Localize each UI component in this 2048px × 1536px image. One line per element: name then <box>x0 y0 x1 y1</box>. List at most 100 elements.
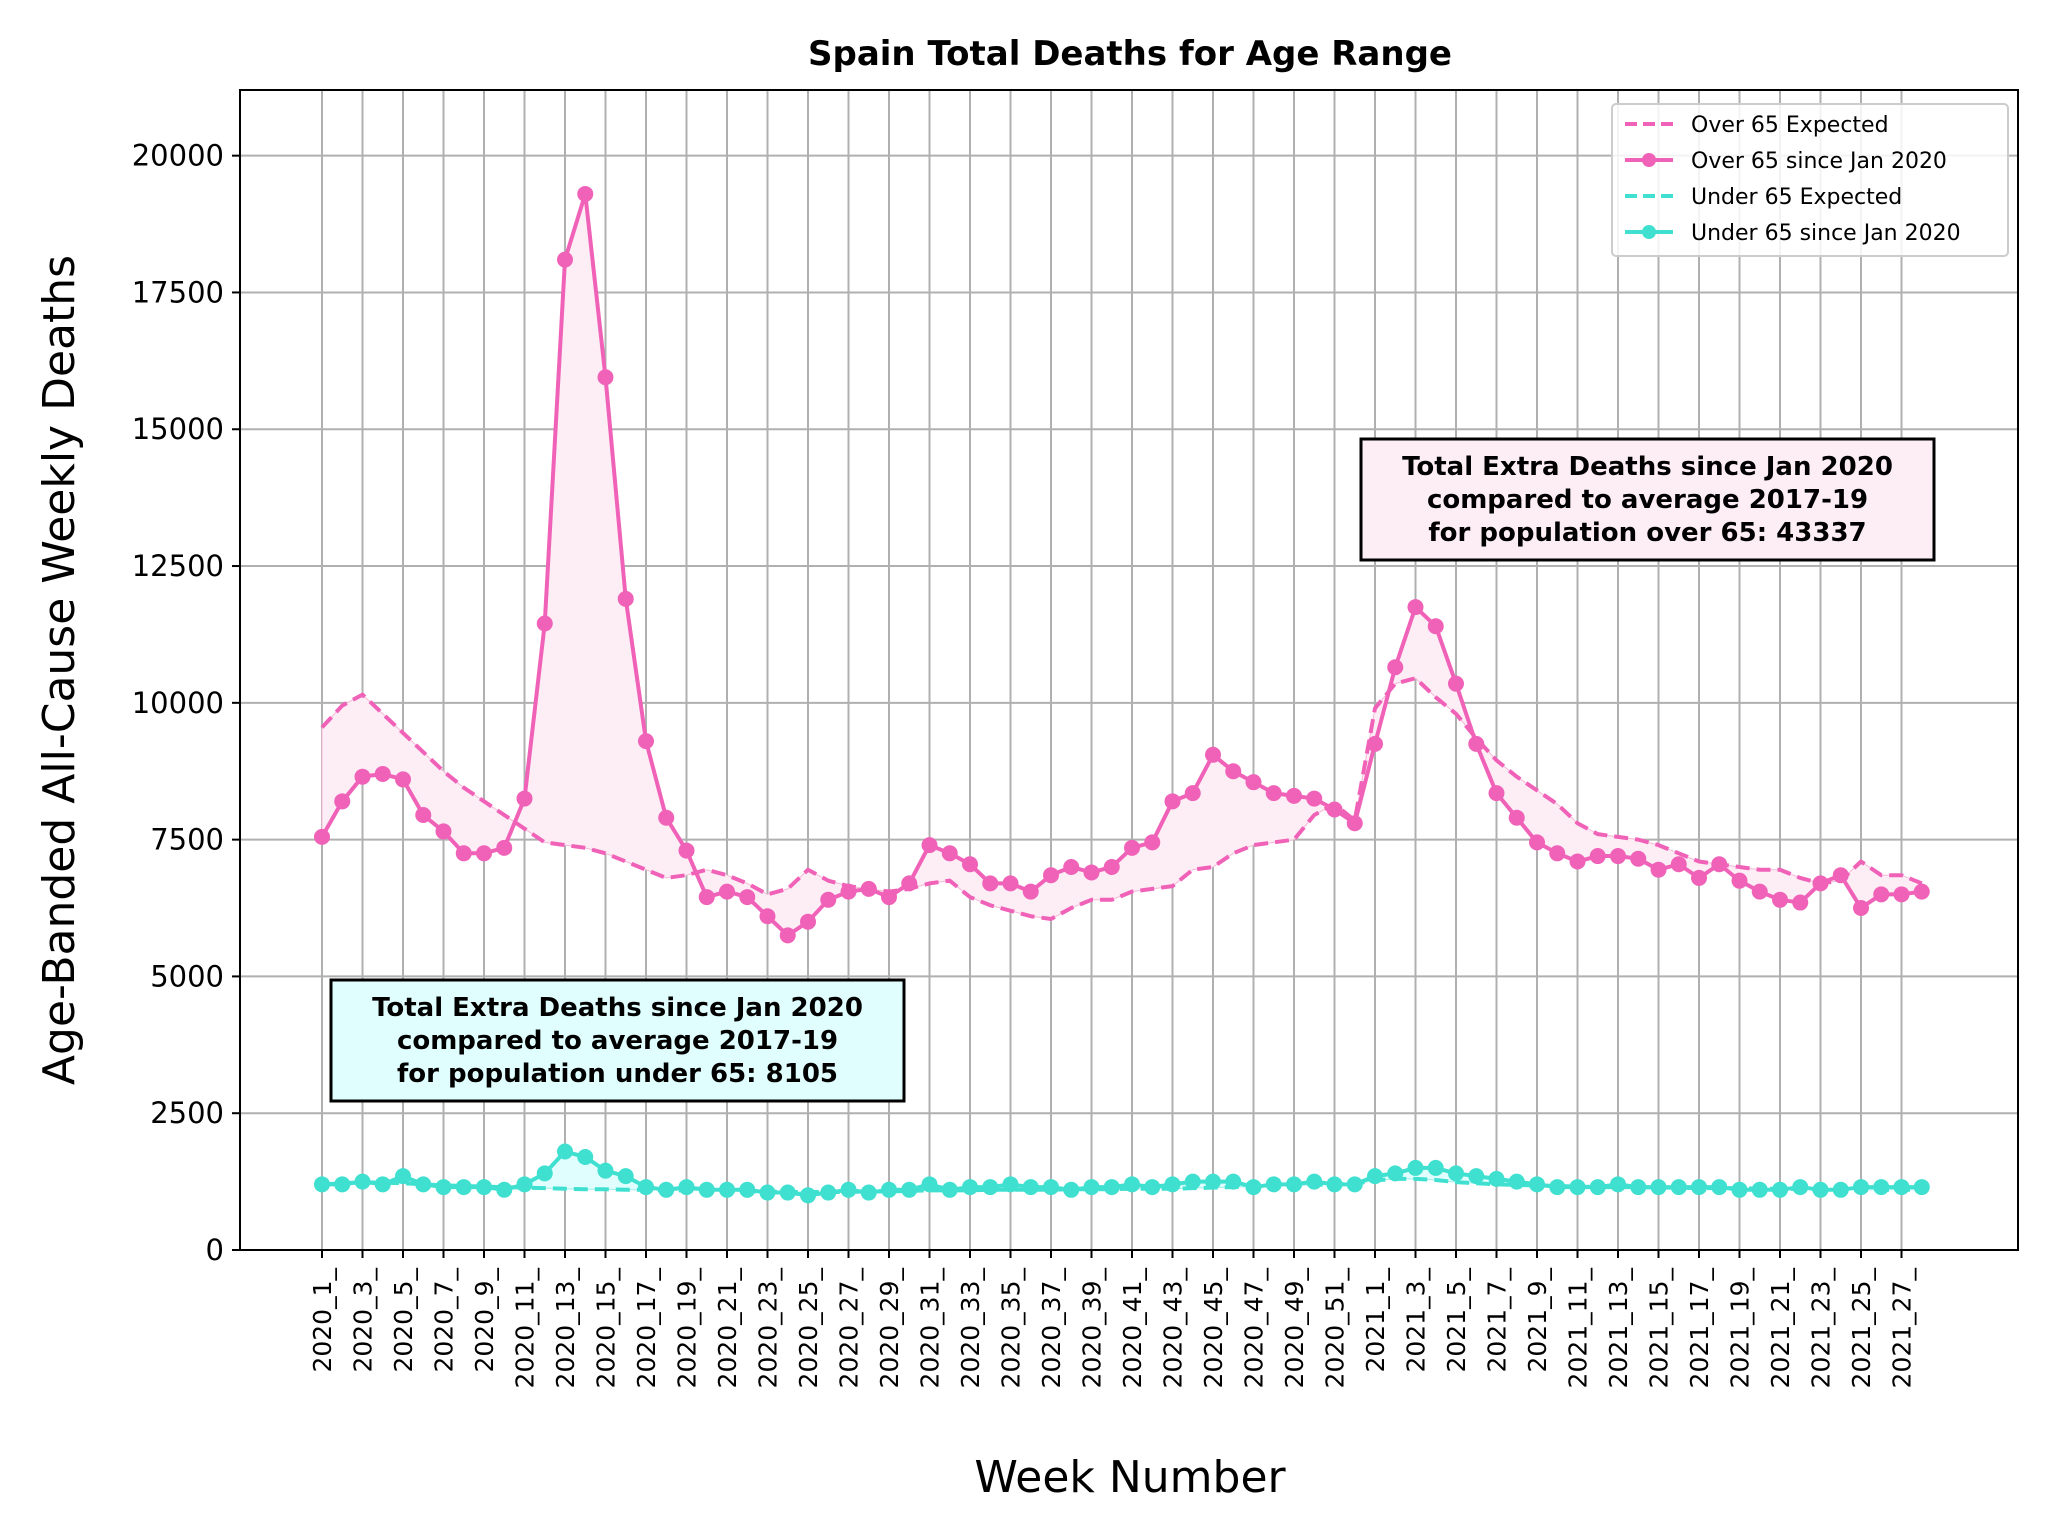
data-point <box>1589 848 1606 865</box>
data-point <box>1427 1159 1444 1176</box>
data-point <box>516 1176 533 1193</box>
data-point <box>1326 801 1343 818</box>
data-point <box>1043 1179 1059 1196</box>
y-tick-label: 17500 <box>132 275 224 309</box>
y-tick-label: 12500 <box>132 549 224 583</box>
data-point <box>1286 787 1302 804</box>
data-point <box>536 1165 553 1182</box>
x-tick-label: 2020_41_ <box>1118 1268 1147 1389</box>
data-point <box>820 1184 837 1201</box>
x-tick-label: 2020_43_ <box>1159 1268 1188 1389</box>
data-point <box>1002 875 1019 892</box>
x-tick-label: 2021_1_ <box>1361 1268 1390 1373</box>
data-point <box>1103 858 1120 875</box>
data-point <box>1205 1173 1221 1190</box>
y-tick-label: 5000 <box>150 959 224 993</box>
data-point <box>921 1176 938 1193</box>
data-point <box>901 875 918 892</box>
data-point <box>1853 1179 1869 1196</box>
data-point <box>698 889 715 906</box>
data-point <box>860 1184 877 1201</box>
y-tick-label: 2500 <box>150 1096 224 1130</box>
data-point <box>840 883 857 900</box>
y-tick-label: 15000 <box>132 412 224 446</box>
data-point <box>1630 850 1647 867</box>
x-tick-label: 2020_7_ <box>430 1268 459 1373</box>
data-point <box>1286 1176 1302 1193</box>
annotation-text: Total Extra Deaths since Jan 2020 <box>1402 452 1893 482</box>
data-point <box>1387 659 1404 676</box>
data-point <box>1650 1179 1667 1196</box>
data-point <box>597 1162 614 1179</box>
data-point <box>314 1176 330 1193</box>
data-point <box>1043 867 1059 884</box>
data-point <box>1063 1181 1080 1198</box>
data-point <box>557 1143 573 1160</box>
data-point <box>1306 1173 1323 1190</box>
legend-label: Under 65 since Jan 2020 <box>1691 221 1961 246</box>
data-point <box>820 891 837 908</box>
data-point <box>1893 886 1910 903</box>
data-point <box>1508 809 1525 826</box>
x-tick-label: 2020_45_ <box>1199 1268 1228 1389</box>
x-tick-label: 2020_13_ <box>551 1268 580 1389</box>
data-point <box>415 807 432 823</box>
data-point <box>1772 1181 1788 1198</box>
data-point <box>1407 1159 1424 1176</box>
data-point <box>881 889 897 906</box>
data-point <box>1751 1181 1768 1198</box>
data-point <box>1225 1173 1242 1190</box>
data-point <box>1610 848 1626 865</box>
data-point <box>1124 1176 1140 1193</box>
data-point <box>1124 839 1140 856</box>
data-point <box>739 1181 756 1198</box>
data-point <box>1346 815 1363 832</box>
data-point <box>1387 1165 1404 1182</box>
data-point <box>860 880 877 897</box>
data-point <box>1873 886 1890 903</box>
x-tick-label: 2020_31_ <box>916 1268 945 1389</box>
data-point <box>1549 1179 1566 1196</box>
x-tick-label: 2020_11_ <box>511 1268 540 1389</box>
x-tick-label: 2020_33_ <box>956 1268 985 1389</box>
y-axis: 0 2500 5000 7500 10000 12500 15000 17500 20000 <box>132 139 240 1267</box>
data-point <box>476 1179 492 1196</box>
data-point <box>800 1187 816 1204</box>
data-point <box>597 369 614 386</box>
data-point <box>1751 883 1768 900</box>
x-tick-label: 2020_1_ <box>308 1268 337 1373</box>
data-point <box>334 1176 351 1193</box>
y-axis-title: Age-Banded All-Cause Weekly Deaths <box>34 255 85 1085</box>
data-point <box>1529 1176 1545 1193</box>
data-point <box>617 590 634 607</box>
data-point <box>314 828 330 845</box>
annotation-text: compared to average 2017-19 <box>397 1026 838 1056</box>
data-point <box>1610 1176 1626 1193</box>
data-point <box>1205 746 1221 763</box>
data-point <box>638 1179 654 1196</box>
x-tick-label: 2020_3_ <box>349 1268 378 1373</box>
data-point <box>1427 618 1444 635</box>
data-point <box>415 1176 432 1193</box>
y-tick-label: 20000 <box>132 139 224 173</box>
data-point <box>1245 1179 1262 1196</box>
x-tick-label: 2021_9_ <box>1523 1268 1552 1373</box>
data-point <box>1812 1181 1829 1198</box>
x-tick-label: 2020_17_ <box>632 1268 661 1389</box>
data-point <box>1488 785 1505 802</box>
annotation-box <box>1359 437 1936 562</box>
data-point <box>921 837 938 854</box>
x-tick-label: 2021_15_ <box>1645 1268 1674 1389</box>
data-point <box>1792 894 1809 911</box>
data-point <box>1529 834 1545 851</box>
data-point <box>1569 853 1586 870</box>
data-point <box>1508 1173 1525 1190</box>
data-point <box>759 908 776 925</box>
y-tick-label: 0 <box>206 1233 224 1267</box>
plot-frame <box>239 89 2019 1251</box>
x-tick-label: 2020_39_ <box>1078 1268 1107 1389</box>
data-point <box>1711 1179 1728 1196</box>
data-point <box>1164 793 1181 810</box>
x-tick-label: 2020_51_ <box>1321 1268 1350 1389</box>
data-point <box>1083 1179 1100 1196</box>
